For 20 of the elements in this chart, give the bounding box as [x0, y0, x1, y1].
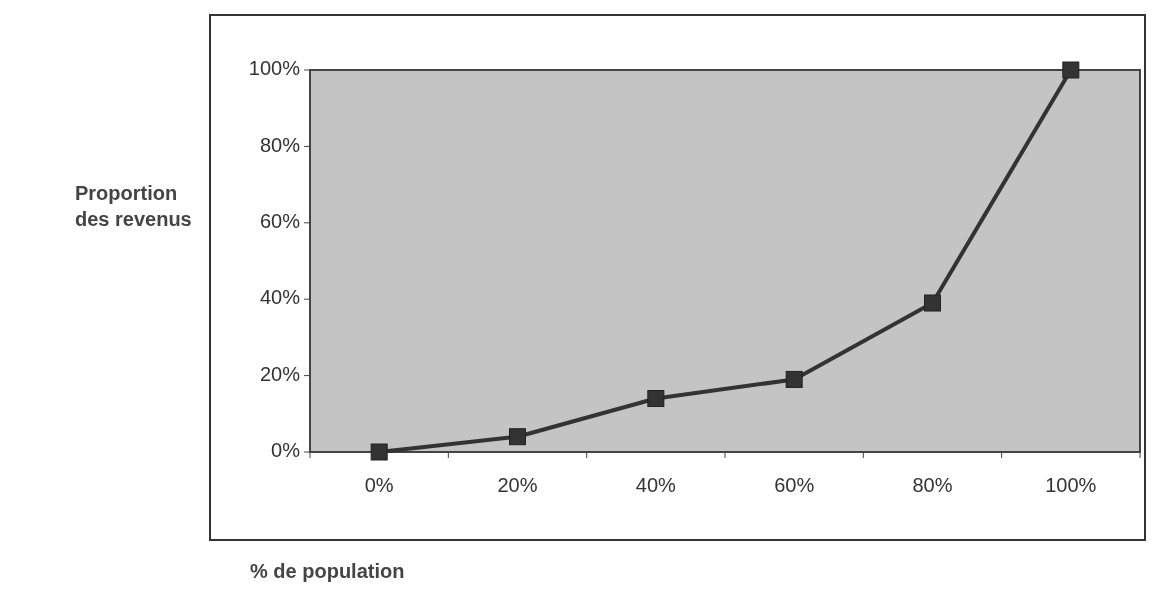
point	[647, 390, 665, 408]
x-tick-label: 80%	[912, 474, 953, 496]
x-tick-label: 0%	[364, 474, 394, 496]
point	[924, 294, 941, 312]
point	[1062, 61, 1080, 79]
y-tick-label: 0%	[271, 439, 301, 462]
y-tick-label: 80%	[259, 133, 301, 156]
x-tick-label: 40%	[635, 474, 677, 496]
y-tick-label: 100%	[248, 57, 301, 80]
point	[370, 443, 388, 461]
point	[509, 428, 526, 446]
y-axis-title: Proportion des revenus	[75, 182, 192, 230]
x-tick-label: 100%	[1045, 474, 1097, 496]
y-tick-label: 40%	[259, 286, 301, 309]
x-tick-label: 20%	[497, 474, 538, 496]
y-tick-label: 20%	[259, 362, 301, 385]
point	[785, 370, 803, 388]
y-tick-label: 60%	[259, 210, 301, 233]
x-axis-title: % de population	[250, 560, 405, 582]
x-tick-label: 60%	[774, 474, 815, 496]
